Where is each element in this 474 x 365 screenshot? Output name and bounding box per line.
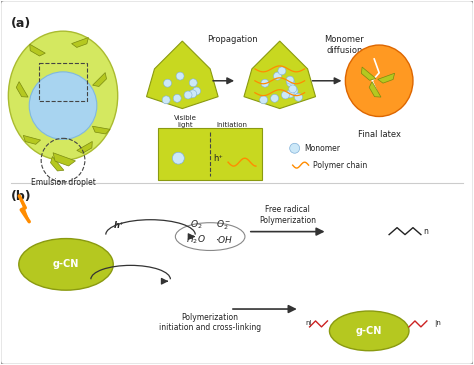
Circle shape — [290, 87, 298, 95]
Polygon shape — [30, 44, 46, 56]
Text: h⁺: h⁺ — [103, 266, 114, 275]
Text: Initiation: Initiation — [217, 122, 247, 128]
Text: $H_2O$: $H_2O$ — [186, 234, 206, 246]
Circle shape — [260, 96, 268, 104]
Polygon shape — [53, 153, 75, 166]
Polygon shape — [77, 142, 92, 153]
Text: $\cdot OH$: $\cdot OH$ — [215, 234, 233, 245]
Text: $O_2$: $O_2$ — [190, 219, 202, 231]
Polygon shape — [72, 38, 89, 47]
Polygon shape — [361, 67, 376, 80]
Text: Visible
light: Visible light — [174, 115, 197, 128]
Text: Final latex: Final latex — [358, 130, 401, 139]
Circle shape — [282, 91, 290, 99]
Circle shape — [273, 72, 282, 80]
Circle shape — [164, 79, 172, 87]
Polygon shape — [23, 135, 41, 144]
Circle shape — [278, 67, 286, 75]
Text: $O_2^-$: $O_2^-$ — [216, 219, 232, 232]
Polygon shape — [19, 196, 29, 222]
Circle shape — [173, 94, 181, 102]
Polygon shape — [378, 73, 394, 83]
Circle shape — [290, 143, 300, 153]
Polygon shape — [51, 157, 64, 171]
Text: Emulsion droplet: Emulsion droplet — [31, 178, 95, 187]
Circle shape — [289, 85, 297, 93]
Text: Propagation: Propagation — [207, 35, 257, 44]
Circle shape — [294, 93, 302, 101]
Circle shape — [189, 79, 197, 87]
Circle shape — [176, 72, 184, 80]
Text: Monomer: Monomer — [305, 144, 341, 153]
Text: g-CN: g-CN — [53, 260, 79, 269]
Ellipse shape — [19, 239, 113, 290]
Polygon shape — [16, 82, 28, 97]
Text: Monomer
diffusion: Monomer diffusion — [325, 35, 364, 54]
Circle shape — [271, 94, 279, 102]
Polygon shape — [92, 126, 110, 134]
Circle shape — [192, 87, 201, 95]
Ellipse shape — [175, 223, 245, 250]
Polygon shape — [244, 41, 316, 108]
Text: h⁺: h⁺ — [213, 154, 223, 163]
Text: n: n — [423, 227, 428, 236]
Ellipse shape — [346, 45, 413, 116]
Circle shape — [287, 79, 295, 87]
Text: g-CN: g-CN — [356, 326, 383, 336]
Circle shape — [162, 96, 170, 104]
Circle shape — [261, 79, 269, 87]
Text: Polymer chain: Polymer chain — [312, 161, 367, 170]
Text: (b): (b) — [11, 190, 32, 203]
Polygon shape — [92, 73, 107, 87]
Ellipse shape — [9, 31, 118, 160]
Circle shape — [173, 152, 184, 164]
Polygon shape — [146, 41, 218, 108]
Text: n|: n| — [306, 320, 312, 327]
Text: Polymerization
initiation and cross-linking: Polymerization initiation and cross-link… — [159, 313, 261, 333]
Text: |n: |n — [434, 320, 441, 327]
Bar — [39, 63, 87, 101]
Circle shape — [184, 91, 192, 99]
Circle shape — [189, 90, 197, 98]
Circle shape — [286, 76, 294, 84]
Text: Free radical
Polymerization: Free radical Polymerization — [259, 205, 316, 225]
Ellipse shape — [29, 72, 97, 139]
Circle shape — [286, 90, 294, 98]
Polygon shape — [369, 82, 381, 97]
Ellipse shape — [329, 311, 409, 351]
Text: h⁺: h⁺ — [113, 221, 124, 230]
FancyBboxPatch shape — [158, 128, 262, 180]
Text: (a): (a) — [11, 17, 32, 30]
